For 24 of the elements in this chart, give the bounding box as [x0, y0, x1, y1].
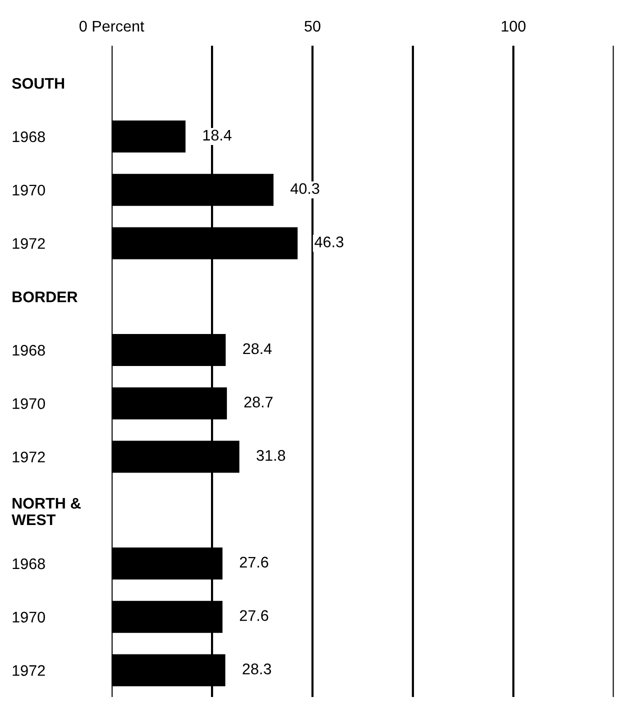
data-label: 31.8 [256, 450, 286, 461]
x-tick-label: 100 [502, 20, 526, 32]
y-tick-label: 1968 [12, 558, 45, 570]
y-tick-label: 1972 [12, 665, 45, 676]
y-tick-label: BORDER [12, 292, 78, 302]
y-tick-label: 1972 [12, 238, 45, 249]
x-tick-label: 50 [304, 20, 320, 32]
data-label: 28.7 [244, 396, 273, 408]
y-tick-label: NORTH & WEST [12, 498, 81, 526]
data-label: 27.6 [240, 556, 268, 568]
x-tick-label: 0 Percent [80, 20, 144, 32]
y-tick-label: 1970 [12, 184, 45, 196]
data-label: 46.3 [314, 236, 344, 248]
data-label: 40.3 [290, 183, 320, 194]
data-label: 18.4 [203, 130, 232, 141]
data-label: 28.3 [242, 664, 272, 674]
y-tick-label: 1970 [12, 612, 45, 623]
y-tick-label: 1968 [12, 131, 45, 142]
data-label: 27.6 [240, 610, 268, 621]
y-tick-label: SOUTH [12, 78, 64, 89]
y-tick-label: 1968 [12, 344, 45, 356]
data-label: 28.4 [243, 343, 272, 354]
y-tick-label: 1972 [12, 452, 45, 462]
y-tick-label: 1970 [12, 398, 45, 410]
